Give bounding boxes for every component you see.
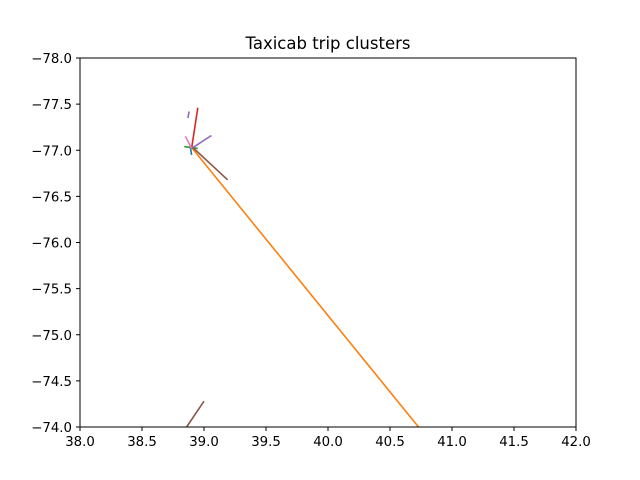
- y-tick-label: −74.5: [31, 375, 72, 390]
- x-tick-label: 41.0: [437, 435, 467, 450]
- x-tick-label: 38.5: [127, 435, 157, 450]
- chart-title: Taxicab trip clusters: [245, 34, 411, 53]
- cluster-line-4: [190, 107, 199, 149]
- cluster-line-7: [192, 146, 229, 181]
- y-tick-label: −75.0: [31, 329, 72, 344]
- x-tick-label: 40.5: [375, 435, 405, 450]
- cluster-line-5: [191, 134, 212, 150]
- cluster-line-8: [185, 400, 205, 428]
- cluster-line-9: [184, 136, 193, 149]
- cluster-line-6: [187, 111, 190, 119]
- x-tick-label: 40.0: [313, 435, 343, 450]
- y-tick-label: −76.5: [31, 190, 72, 205]
- x-tick-label: 39.0: [189, 435, 219, 450]
- x-tick-label: 42.0: [561, 435, 591, 450]
- y-tick-label: −76.0: [31, 237, 72, 252]
- y-tick-label: −77.5: [31, 98, 72, 113]
- axes-frame: [79, 57, 577, 428]
- x-tick-label: 38.0: [65, 435, 95, 450]
- cluster-line-2: [190, 146, 420, 428]
- axis-ticks: 38.0 38.5 39.0 39.5 40.0 40.5 41.0 41.5 42.0 −78.…: [31, 52, 591, 450]
- plot-area: [184, 107, 420, 428]
- x-tick-label: 39.5: [251, 435, 281, 450]
- x-tick-label: 41.5: [499, 435, 529, 450]
- y-tick-label: −75.5: [31, 283, 72, 298]
- y-tick-label: −77.0: [31, 144, 72, 159]
- y-tick-label: −74.0: [31, 421, 72, 436]
- cluster-line-1: [189, 147, 193, 156]
- y-tick-label: −78.0: [31, 52, 72, 67]
